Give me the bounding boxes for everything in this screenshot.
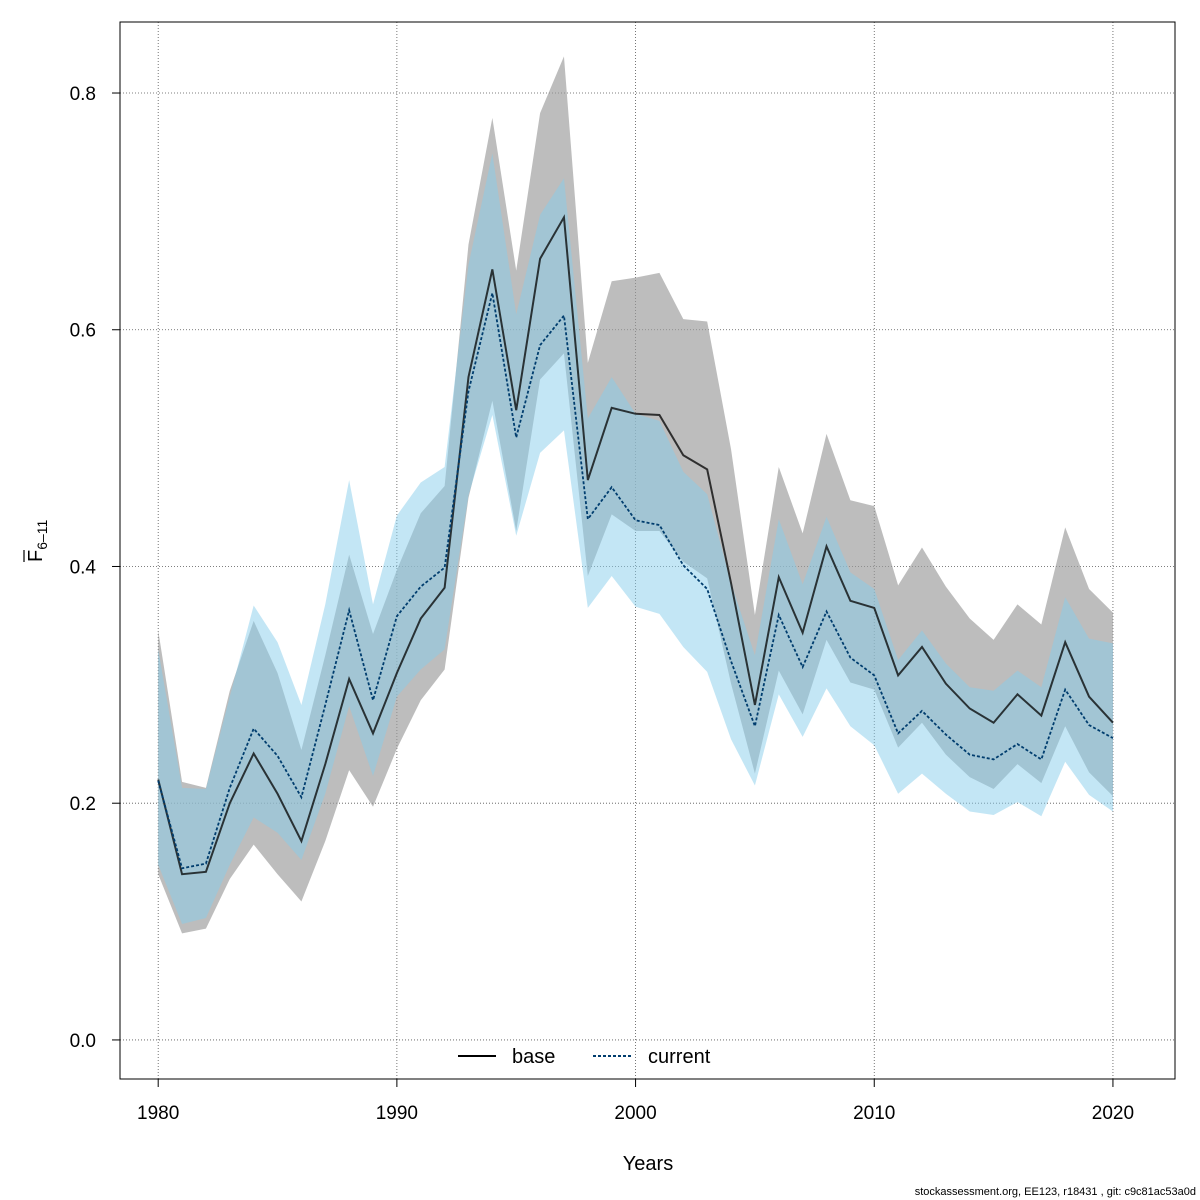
legend-current-label: current	[648, 1046, 711, 1068]
y-tick-label: 0.0	[70, 1031, 96, 1052]
legend: base current	[458, 1046, 711, 1068]
y-axis-title-main: F	[25, 550, 47, 562]
axes: 1980 1990 2000 2010 2020 0.0 0.2 0.4 0.6 0.8	[70, 84, 1135, 1124]
x-tick-label: 1980	[137, 1103, 179, 1124]
x-axis-title: Years	[623, 1153, 673, 1175]
confidence-band-current	[158, 153, 1113, 924]
x-tick-label: 2000	[614, 1103, 656, 1124]
svg-text:F6–11: F6–11	[25, 519, 50, 562]
footer-note: stockassessment.org, EE123, r18431 , git…	[914, 1186, 1196, 1198]
y-tick-label: 0.6	[70, 321, 96, 342]
x-tick-label: 2020	[1092, 1103, 1134, 1124]
series-line-base	[157, 214, 1114, 876]
y-axis-title-subscript: 6–11	[34, 519, 50, 549]
y-tick-label: 0.4	[70, 557, 97, 578]
y-tick-label: 0.2	[70, 794, 96, 815]
x-tick-label: 1990	[376, 1103, 418, 1124]
series-lines	[157, 214, 1114, 876]
confidence-bands	[158, 56, 1113, 934]
x-tick-label: 2010	[853, 1103, 895, 1124]
y-axis-title: F6–11	[23, 519, 50, 562]
legend-base-label: base	[512, 1046, 555, 1068]
y-tick-label: 0.8	[70, 84, 96, 105]
series-line-current	[157, 292, 1114, 870]
